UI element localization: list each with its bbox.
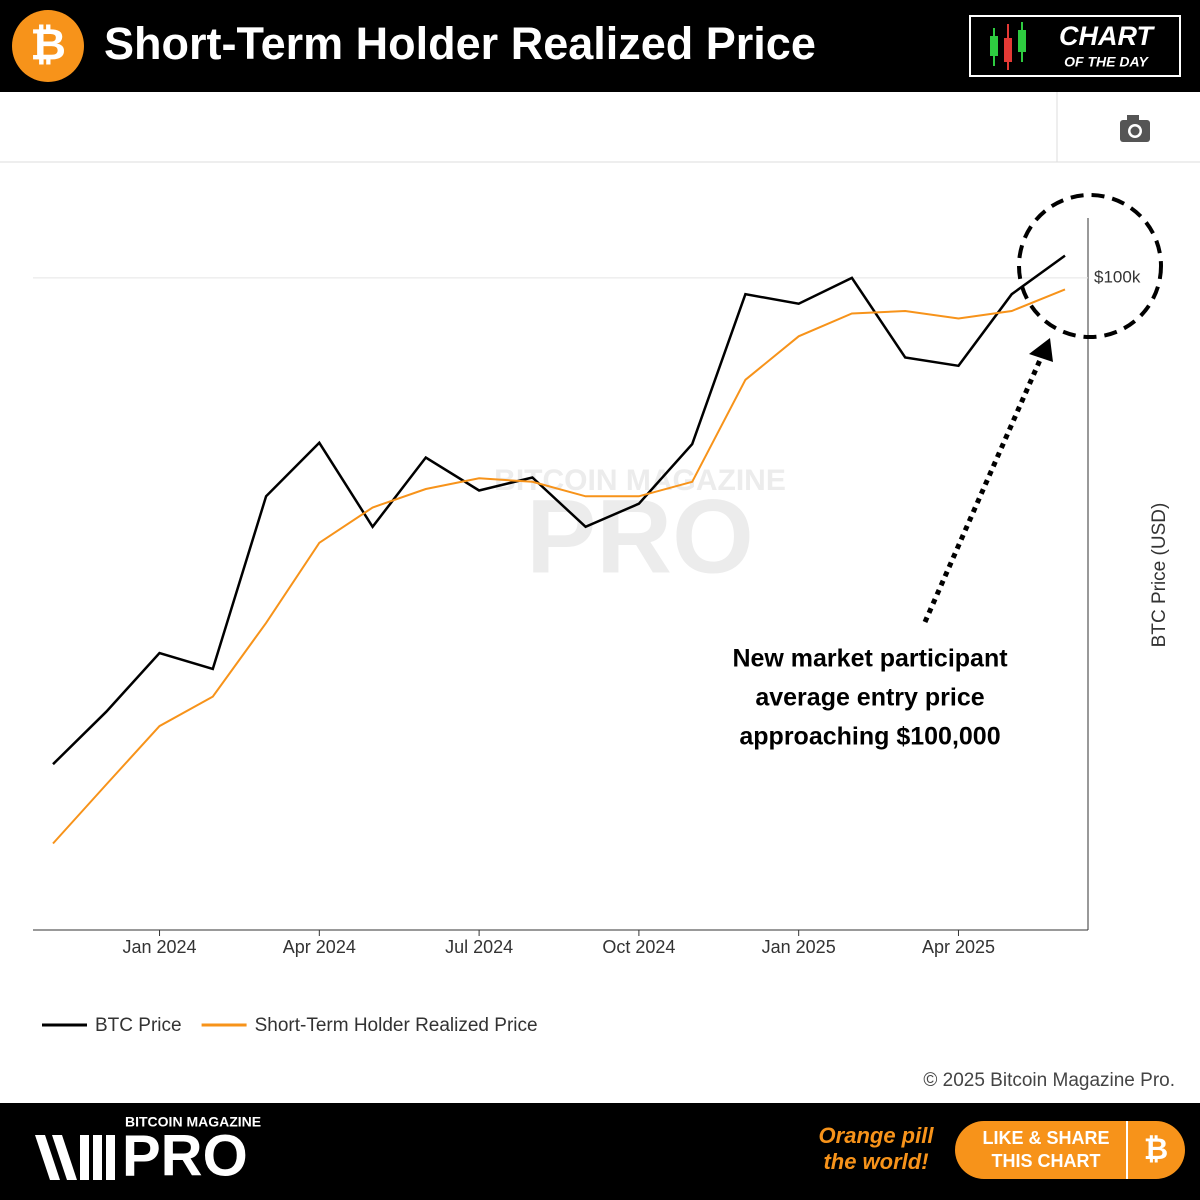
arrow-shaft [922,358,1043,624]
copyright: © 2025 Bitcoin Magazine Pro. [923,1070,1175,1091]
button-text: THIS CHART [992,1151,1101,1171]
annotation-text: New market participant [732,645,1008,673]
x-tick-label: Apr 2025 [922,937,995,957]
camera-button[interactable] [1120,115,1150,142]
x-tick-label: Jul 2024 [445,937,513,957]
footer-brand: BITCOIN MAGAZINE [125,1114,261,1130]
series-line [52,254,1066,766]
annotation-text: average entry price [755,684,984,712]
slogan: the world! [823,1149,928,1174]
badge-text: OF THE DAY [1064,54,1149,70]
candles-icon [990,22,1026,70]
legend-label: Short-Term Holder Realized Price [255,1015,538,1036]
watermark: BITCOIN MAGAZINE [494,464,786,497]
annotation-text: approaching $100,000 [739,723,1000,751]
slogan: Orange pill [819,1123,935,1148]
bitcoin-symbol: ₿ [30,21,66,70]
button-text: LIKE & SHARE [982,1128,1109,1148]
badge-text: CHART [1059,21,1156,51]
y-tick-label: $100k [1094,267,1141,286]
highlight-circle [1017,193,1163,339]
share-button[interactable]: ₿ [955,1121,1185,1179]
bitcoin-logo [12,10,84,82]
series-line [52,288,1066,845]
footer-brand: PRO [122,1123,248,1188]
header-title: Short-Term Holder Realized Price [104,18,816,69]
x-tick-label: Oct 2024 [602,937,675,957]
legend-label: BTC Price [95,1015,182,1036]
badge-frame [969,15,1181,77]
watermark: PRO [526,479,754,596]
y-axis-label: BTC Price (USD) [1149,503,1170,648]
x-tick-label: Apr 2024 [283,937,356,957]
svg-text:₿: ₿ [1144,1133,1168,1166]
x-tick-label: Jan 2025 [762,937,836,957]
x-tick-label: Jan 2024 [122,937,196,957]
arrow-head [1029,338,1053,362]
pro-logo-bars [35,1135,115,1180]
